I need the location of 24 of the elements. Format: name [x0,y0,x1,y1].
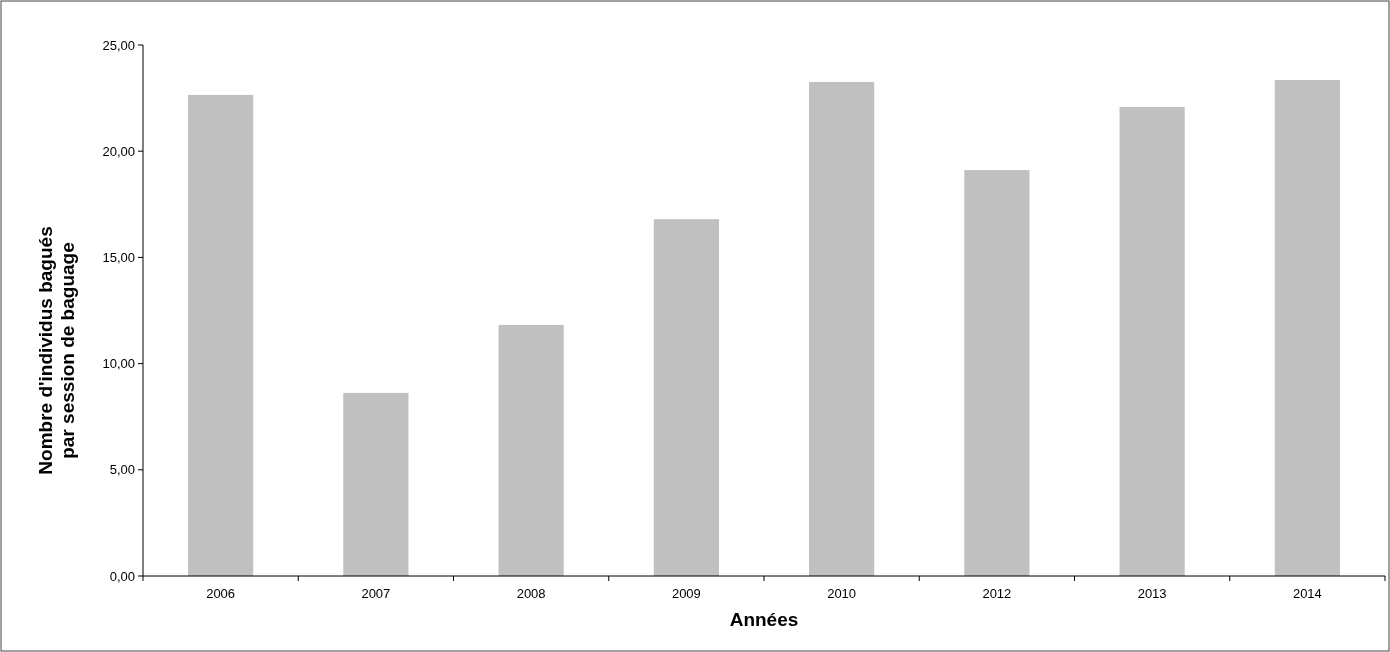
bar [964,170,1030,576]
y-tick-label: 15,00 [102,249,135,265]
bar [809,81,875,576]
y-tick-label: 10,00 [102,356,135,372]
x-tick-label: 2008 [516,586,546,601]
bar [1119,107,1185,576]
bar [188,94,254,576]
y-tick-label: 5,00 [109,462,135,478]
y-tick-label: 0,00 [109,568,135,584]
bar [653,219,719,576]
bar [343,392,409,576]
x-tick-label: 2006 [206,586,236,601]
bar [498,324,564,576]
x-tick-label: 2007 [361,586,391,601]
x-tick-label: 2010 [827,586,857,601]
y-tick-label: 20,00 [102,143,135,159]
x-tick-label: 2014 [1292,586,1322,601]
y-axis-title: Nombre d'individus bagués par session de baguage [35,226,78,475]
bar [1274,80,1340,576]
x-tick-label: 2012 [982,586,1012,601]
x-tick-label: 2009 [671,586,701,601]
y-tick-label: 25,00 [102,37,135,53]
x-axis-title: Années [729,609,799,630]
x-tick-label: 2013 [1137,586,1167,601]
